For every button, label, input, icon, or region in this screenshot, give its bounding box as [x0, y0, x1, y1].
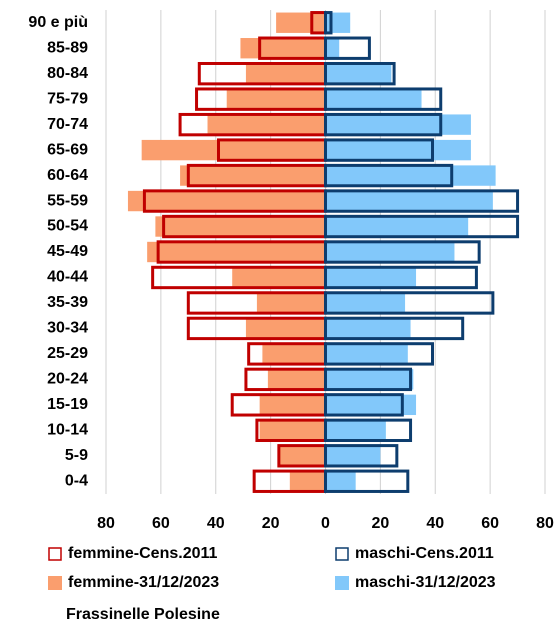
- x-tick-label: 60: [481, 515, 499, 532]
- bar: [259, 420, 326, 441]
- bar-outline: [324, 393, 404, 417]
- y-tick-label: 35-39: [47, 294, 88, 311]
- bar: [325, 165, 496, 186]
- bar: [325, 267, 417, 288]
- bar: [245, 63, 326, 84]
- bar: [325, 63, 392, 84]
- bar: [155, 216, 326, 237]
- y-tick-label: 0-4: [65, 472, 88, 489]
- bar-outline: [324, 265, 478, 290]
- x-tick-label: 20: [262, 515, 280, 532]
- y-tick-label: 80-84: [47, 65, 88, 82]
- chart-title: Frassinelle Polesine: [66, 606, 220, 623]
- legend-swatch: [335, 576, 349, 590]
- y-tick-label: 25-29: [47, 345, 88, 362]
- bar-outline: [324, 367, 413, 392]
- bar: [325, 394, 417, 416]
- bar-outline: [324, 163, 454, 188]
- bar: [325, 369, 414, 390]
- legend-label: maschi-Cens.2011: [355, 545, 494, 562]
- bar: [256, 292, 326, 314]
- legend-label: femmine-31/12/2023: [68, 574, 219, 591]
- y-tick-label: 55-59: [47, 192, 88, 209]
- bar: [325, 139, 471, 161]
- bar-outline: [324, 138, 435, 162]
- y-tick-label: 40-44: [47, 269, 88, 286]
- bar-outline: [324, 291, 495, 315]
- y-tick-label: 75-79: [47, 90, 88, 107]
- bar-outline: [324, 214, 520, 239]
- bar: [147, 241, 326, 263]
- bar-outline: [324, 240, 481, 264]
- bar-outline: [324, 418, 413, 443]
- bar: [325, 471, 356, 492]
- bar: [325, 114, 471, 135]
- bar-outline: [324, 342, 435, 366]
- y-tick-label: 10-14: [47, 422, 88, 439]
- bar: [180, 165, 326, 186]
- x-tick-label: 20: [371, 515, 389, 532]
- bar: [325, 420, 386, 441]
- y-tick-label: 85-89: [47, 39, 88, 56]
- y-tick-label: 60-64: [47, 167, 88, 184]
- bar-outline: [324, 469, 410, 493]
- y-tick-label: 45-49: [47, 243, 88, 260]
- bar: [240, 38, 326, 59]
- bar-outline: [324, 36, 371, 60]
- bar: [141, 139, 326, 161]
- bar: [127, 190, 326, 212]
- legend-swatch: [48, 576, 62, 590]
- y-tick-label: 30-34: [47, 320, 88, 337]
- bar: [325, 12, 351, 33]
- y-tick-label: 50-54: [47, 218, 88, 235]
- bar: [232, 267, 326, 288]
- bar-outline: [324, 87, 443, 111]
- y-tick-label: 15-19: [47, 396, 88, 413]
- legend-label: femmine-Cens.2011: [68, 545, 218, 562]
- bar: [276, 12, 326, 33]
- bar: [325, 216, 469, 237]
- y-tick-label: 20-24: [47, 371, 88, 388]
- bar: [207, 114, 326, 135]
- y-tick-label: 90 e più: [28, 14, 88, 31]
- y-tick-label: 5-9: [65, 447, 88, 464]
- bar: [325, 318, 411, 339]
- x-tick-label: 0: [321, 515, 330, 532]
- bar-outline: [324, 112, 443, 137]
- bar-outline: [324, 444, 399, 468]
- x-tick-label: 40: [207, 515, 225, 532]
- legend-swatch: [335, 547, 349, 561]
- x-tick-label: 80: [97, 515, 115, 532]
- y-tick-label: 65-69: [47, 141, 88, 158]
- bar: [325, 190, 493, 212]
- x-tick-label: 40: [426, 515, 444, 532]
- bar: [226, 88, 326, 110]
- bar-outline: [324, 11, 333, 35]
- bar: [267, 369, 326, 390]
- bar: [325, 88, 422, 110]
- bar: [289, 471, 326, 492]
- bar: [325, 241, 455, 263]
- bar: [325, 38, 340, 59]
- legend-label: maschi-31/12/2023: [355, 574, 496, 591]
- bar: [259, 394, 326, 416]
- bar: [278, 445, 326, 466]
- legend-swatch: [48, 547, 62, 561]
- bar: [325, 343, 408, 365]
- x-tick-label: 80: [536, 515, 554, 532]
- bar-outline: [324, 316, 465, 341]
- bar-outline: [324, 61, 396, 86]
- bar: [262, 343, 326, 365]
- bar: [325, 292, 406, 314]
- bar: [325, 445, 381, 466]
- bar: [245, 318, 326, 339]
- x-tick-label: 60: [152, 515, 170, 532]
- y-tick-label: 70-74: [47, 116, 88, 133]
- bar-outline: [324, 189, 520, 213]
